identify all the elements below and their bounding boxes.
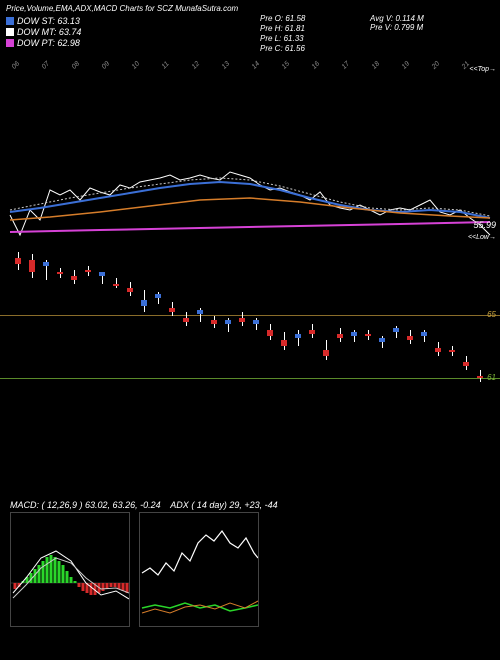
line-chart xyxy=(0,60,500,240)
macd-box xyxy=(10,512,130,627)
candle xyxy=(196,250,204,390)
candle xyxy=(56,250,64,390)
candle xyxy=(252,250,260,390)
price-stat: Pre O: 61.58 xyxy=(260,14,305,23)
macd-label: MACD: xyxy=(10,500,39,510)
candle xyxy=(14,250,22,390)
candle xyxy=(322,250,330,390)
legend-item: DOW PT: 62.98 xyxy=(6,38,81,48)
candle-chart: 65 61 xyxy=(0,250,500,390)
candle xyxy=(294,250,302,390)
candle xyxy=(476,250,484,390)
candle xyxy=(448,250,456,390)
candle xyxy=(420,250,428,390)
candle xyxy=(112,250,120,390)
candle xyxy=(392,250,400,390)
candle xyxy=(70,250,78,390)
price-stat: Pre C: 61.56 xyxy=(260,44,305,53)
adx-label: ADX xyxy=(170,500,189,510)
price-stat: Pre V: 0.799 M xyxy=(370,23,424,32)
candle xyxy=(84,250,92,390)
adx-box xyxy=(139,512,259,627)
candle xyxy=(210,250,218,390)
adx-params: ( 14 day) 29, +23, -44 xyxy=(191,500,277,510)
candle xyxy=(462,250,470,390)
indicator-row: MACD: ( 12,26,9 ) 63.02, 63.26, -0.24 AD… xyxy=(10,500,490,627)
price-info-left: Pre O: 61.58Pre H: 61.81Pre L: 61.33Pre … xyxy=(260,14,305,54)
candle xyxy=(266,250,274,390)
price-stat: Avg V: 0.114 M xyxy=(370,14,424,23)
legend-item: DOW MT: 63.74 xyxy=(6,27,81,37)
candle xyxy=(182,250,190,390)
candle xyxy=(364,250,372,390)
macd-params: ( 12,26,9 ) 63.02, 63.26, -0.24 xyxy=(42,500,161,510)
candle xyxy=(308,250,316,390)
candle xyxy=(280,250,288,390)
candle xyxy=(42,250,50,390)
candle xyxy=(168,250,176,390)
grid-label: 65 xyxy=(487,310,496,319)
candle xyxy=(224,250,232,390)
candle xyxy=(28,250,36,390)
legend-swatch xyxy=(6,39,14,47)
legend-label: DOW MT: 63.74 xyxy=(17,27,81,37)
price-stat: Pre H: 61.81 xyxy=(260,24,305,33)
price-stat: Pre L: 61.33 xyxy=(260,34,305,43)
grid-label: 61 xyxy=(487,373,496,382)
candle xyxy=(406,250,414,390)
price-info-right: Avg V: 0.114 MPre V: 0.799 M xyxy=(370,14,424,32)
legend-item: DOW ST: 63.13 xyxy=(6,16,81,26)
legend: DOW ST: 63.13DOW MT: 63.74DOW PT: 62.98 xyxy=(6,16,81,49)
page-title: Price,Volume,EMA,ADX,MACD Charts for SCZ… xyxy=(0,0,500,17)
legend-label: DOW ST: 63.13 xyxy=(17,16,80,26)
candle xyxy=(378,250,386,390)
legend-swatch xyxy=(6,28,14,36)
candle xyxy=(98,250,106,390)
candle xyxy=(154,250,162,390)
candle xyxy=(434,250,442,390)
candle xyxy=(350,250,358,390)
candle xyxy=(140,250,148,390)
legend-label: DOW PT: 62.98 xyxy=(17,38,80,48)
candle xyxy=(126,250,134,390)
candle xyxy=(336,250,344,390)
candle xyxy=(238,250,246,390)
last-price: 55.99 xyxy=(473,220,496,230)
legend-swatch xyxy=(6,17,14,25)
